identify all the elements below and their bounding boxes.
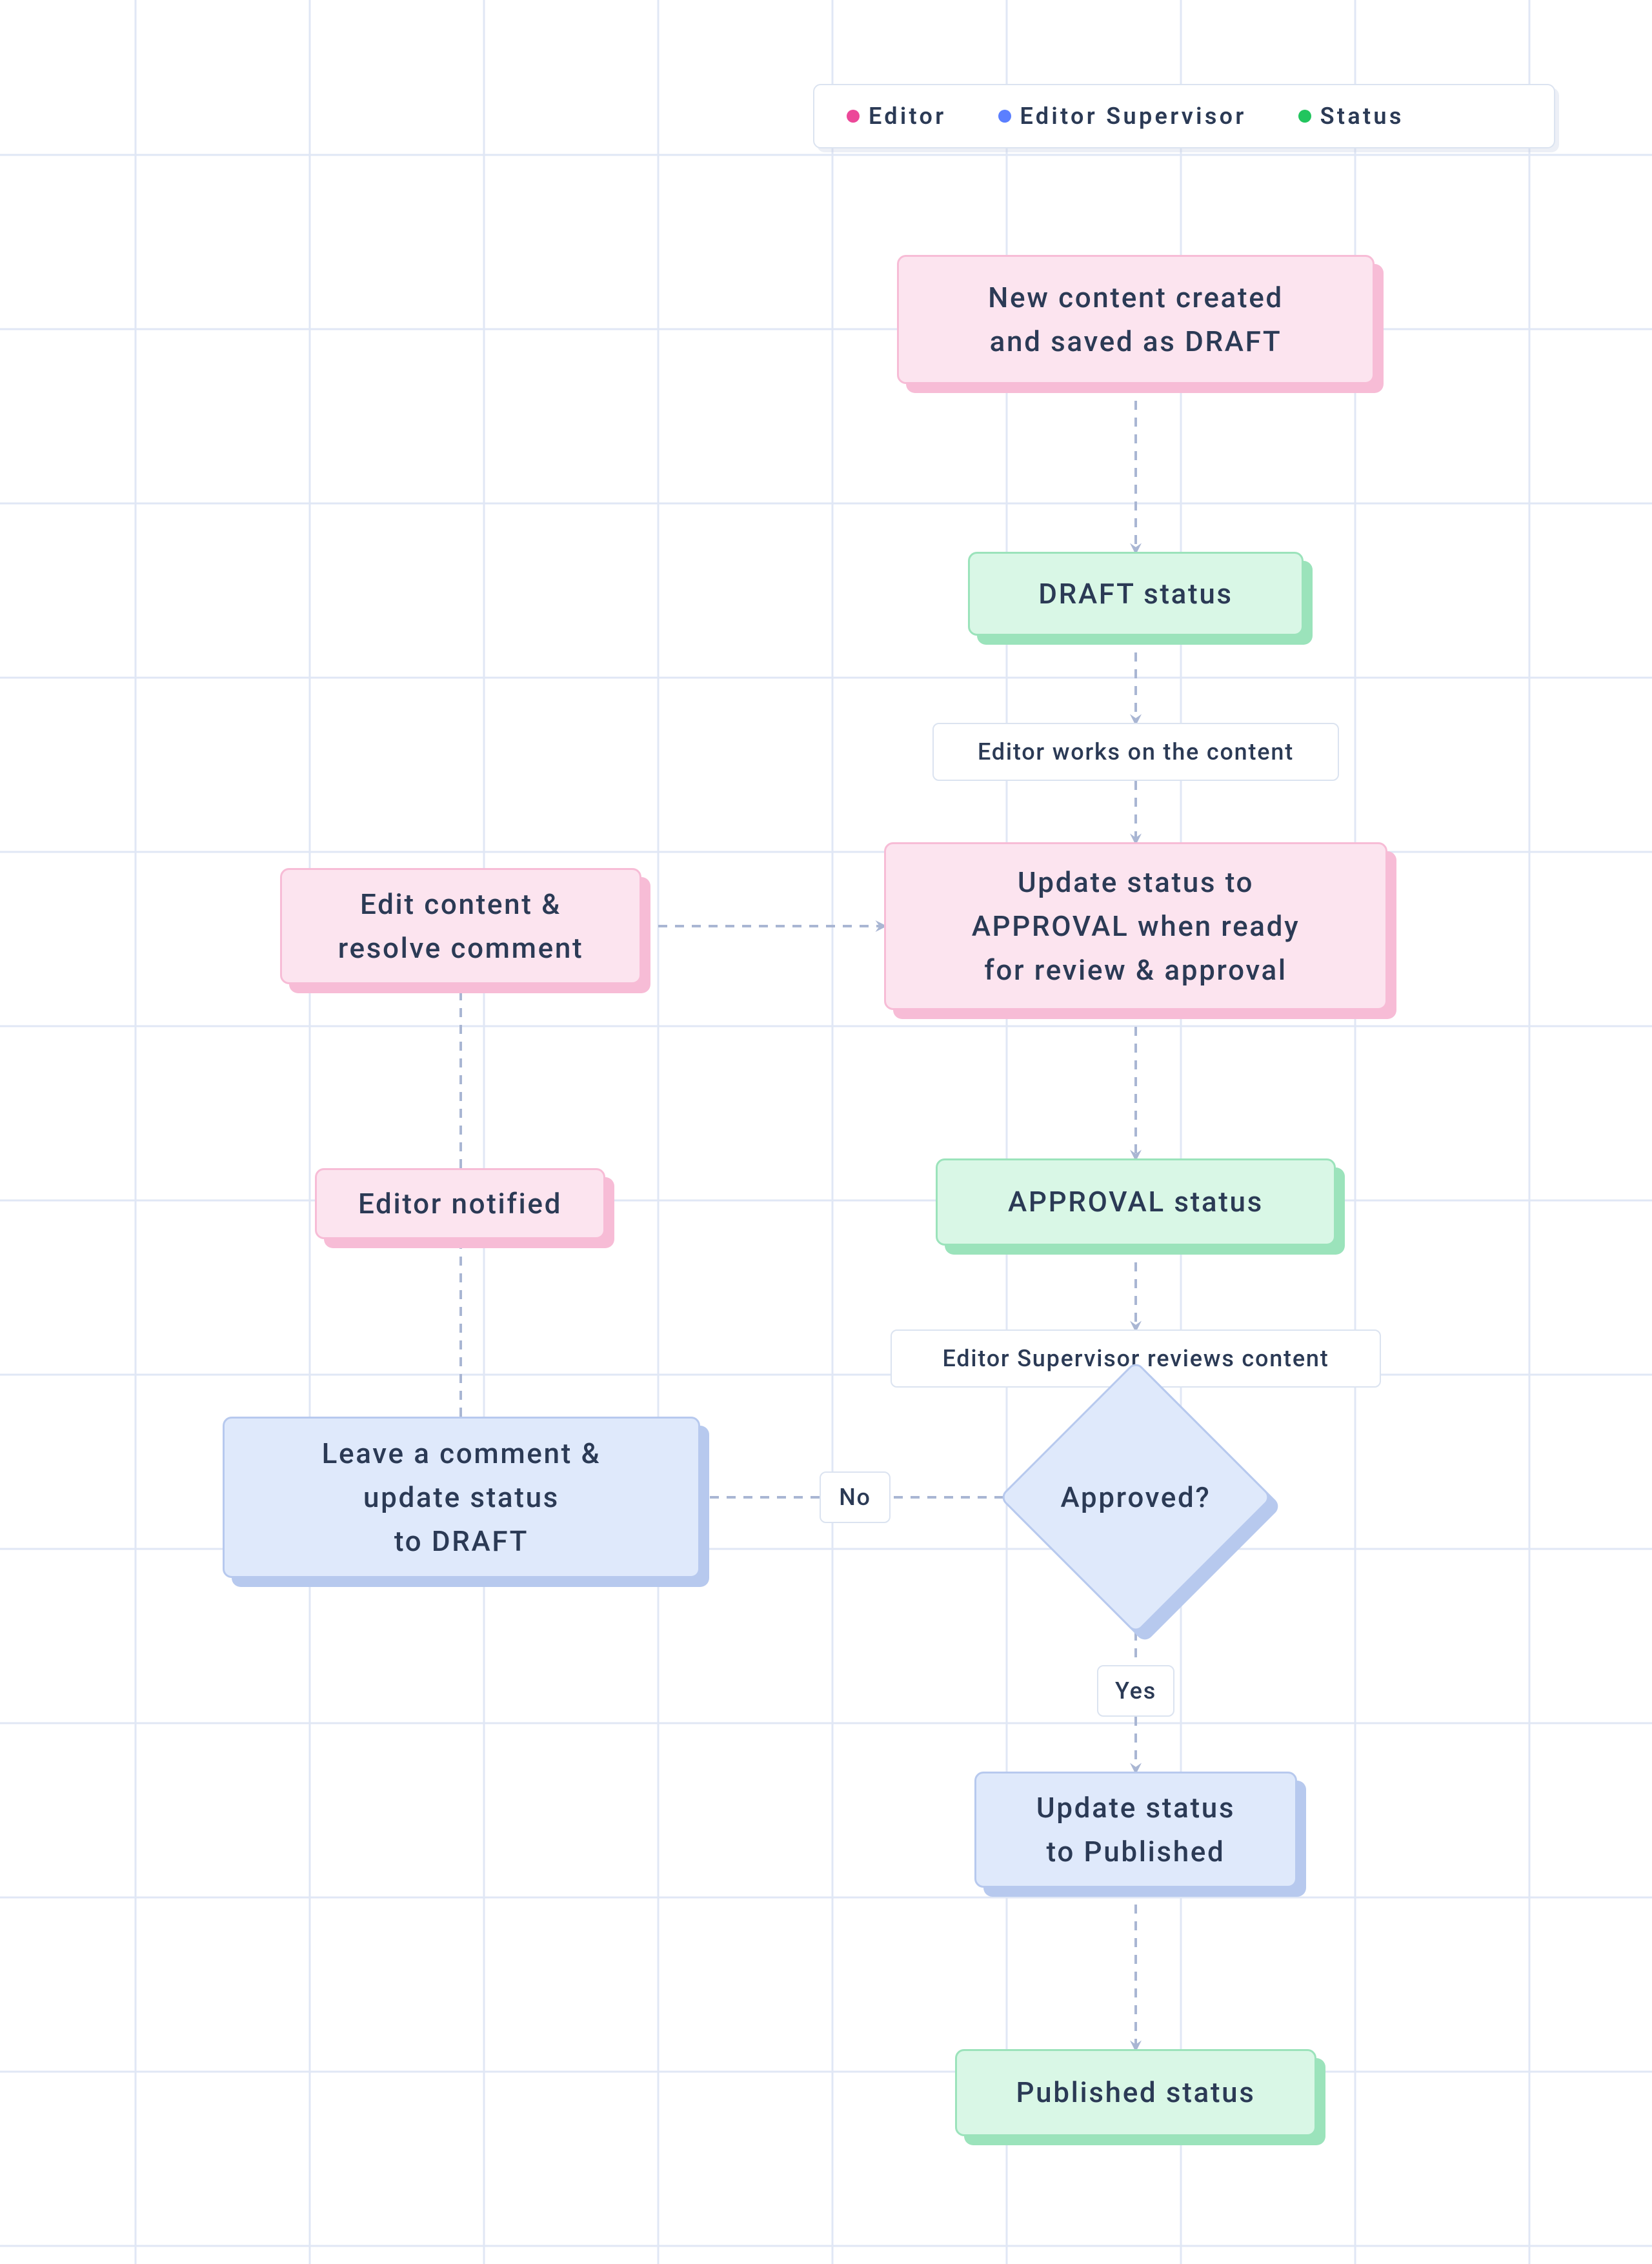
flow-annotation-p4: No xyxy=(820,1471,891,1523)
legend-item: Editor xyxy=(847,103,947,130)
background-grid xyxy=(0,0,1652,2264)
flow-node-n6: Editor notified xyxy=(315,1168,605,1239)
flow-node-n8: Update status to Published xyxy=(974,1772,1297,1888)
legend-label: Status xyxy=(1320,103,1404,130)
diamond-label: Approved? xyxy=(999,1360,1273,1634)
legend-label: Editor xyxy=(869,103,947,130)
flow-node-n7: Leave a comment & update status to DRAFT xyxy=(223,1417,700,1578)
flow-node-n2: DRAFT status xyxy=(968,552,1304,636)
legend: Editor Editor Supervisor Status xyxy=(813,84,1555,148)
legend-dot-icon xyxy=(998,110,1011,123)
flow-annotation-p1: Editor works on the content xyxy=(932,723,1339,781)
flow-node-n4: Edit content & resolve comment xyxy=(280,868,641,984)
flowchart-edges xyxy=(0,0,1652,2264)
flowchart-canvas: Editor Editor Supervisor Status New conten… xyxy=(0,0,1652,2264)
flow-decision-d1: Approved? xyxy=(999,1360,1273,1634)
flow-node-n3: Update status to APPROVAL when ready for… xyxy=(884,842,1387,1010)
legend-item: Status xyxy=(1298,103,1404,130)
legend-label: Editor Supervisor xyxy=(1020,103,1247,130)
legend-item: Editor Supervisor xyxy=(998,103,1247,130)
legend-dot-icon xyxy=(1298,110,1311,123)
flow-node-n1: New content created and saved as DRAFT xyxy=(897,255,1375,384)
legend-dot-icon xyxy=(847,110,860,123)
flow-node-n5: APPROVAL status xyxy=(936,1158,1336,1246)
flow-node-n9: Published status xyxy=(955,2049,1316,2136)
flow-annotation-p3: Yes xyxy=(1097,1665,1174,1717)
